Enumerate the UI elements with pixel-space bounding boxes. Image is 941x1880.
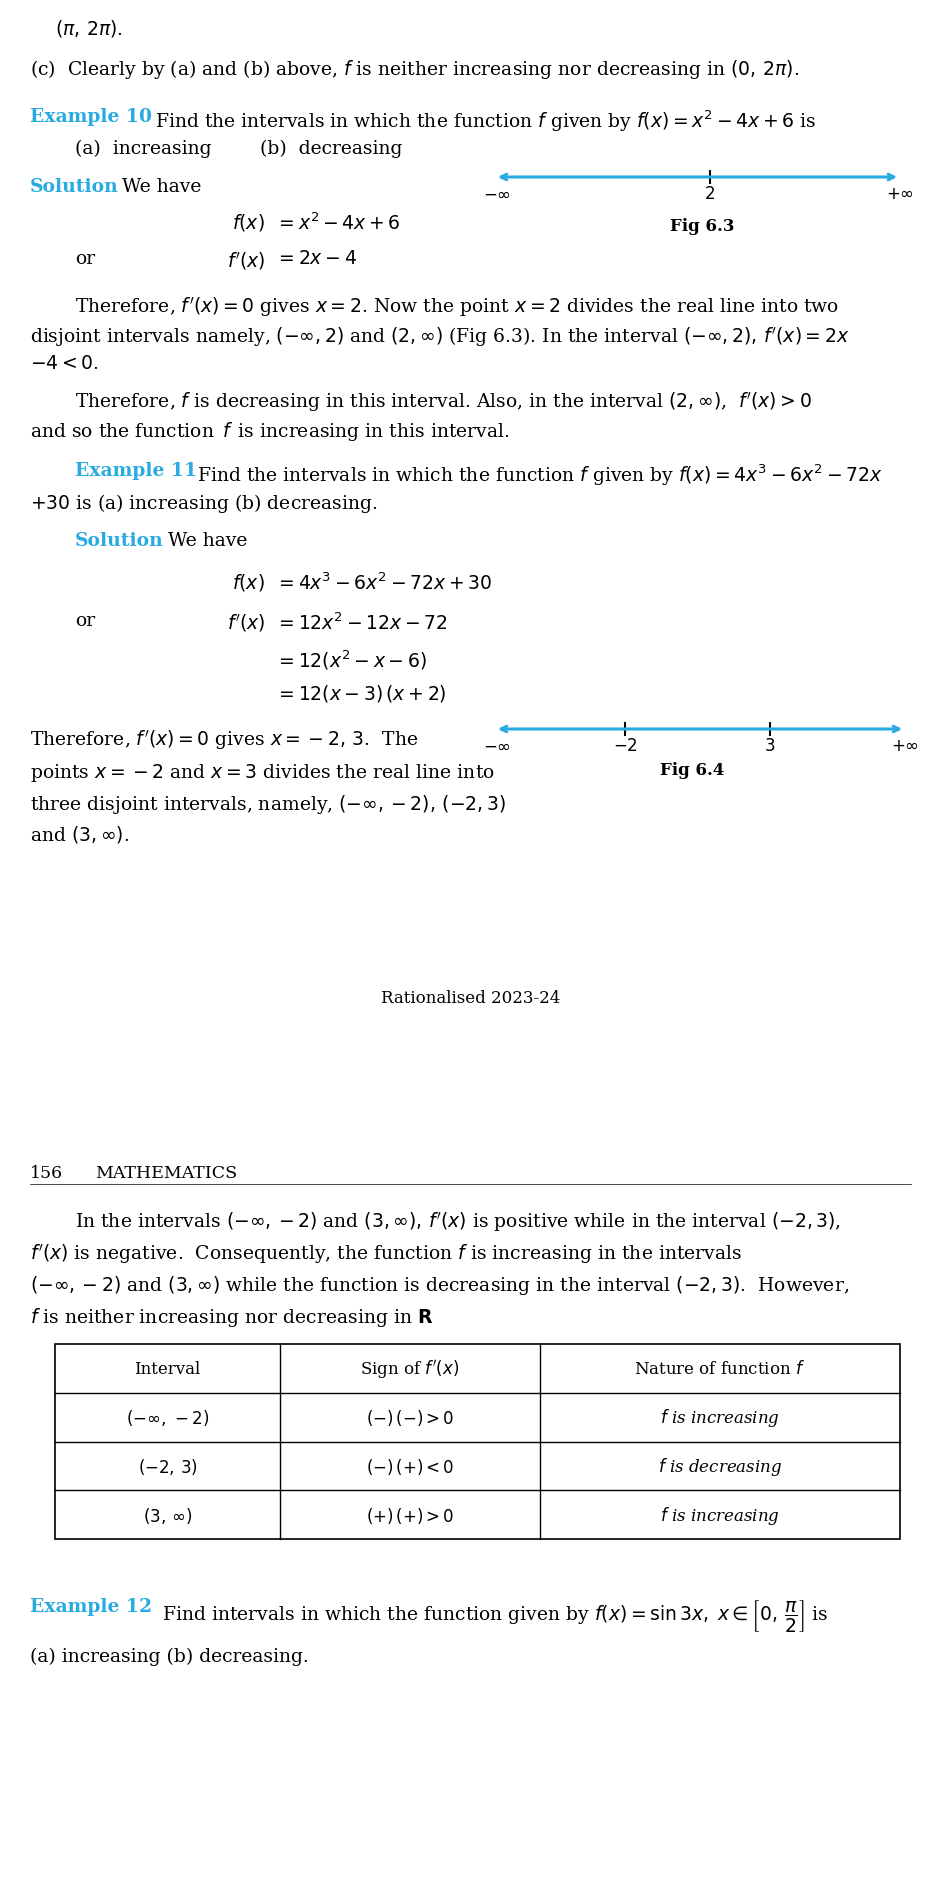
Text: Sign of $f'(x)$: Sign of $f'(x)$ — [360, 1357, 459, 1380]
Text: $-\infty$: $-\infty$ — [483, 737, 511, 754]
Text: (a)  increasing: (a) increasing — [75, 139, 212, 158]
Text: We have: We have — [168, 532, 247, 549]
Text: (a) increasing (b) decreasing.: (a) increasing (b) decreasing. — [30, 1647, 309, 1666]
Text: $(\pi,\, 2\pi)$.: $(\pi,\, 2\pi)$. — [55, 19, 123, 39]
Text: $f'(x)$: $f'(x)$ — [227, 250, 265, 273]
Text: $-\infty$: $-\infty$ — [483, 186, 511, 203]
Text: points $x = -2$ and $x = 3$ divides the real line into: points $x = -2$ and $x = 3$ divides the … — [30, 761, 495, 784]
Text: We have: We have — [122, 179, 201, 196]
Text: $3$: $3$ — [764, 737, 775, 754]
Text: In the intervals $(-\infty, -2)$ and $(3, \infty),\, f'(x)$ is positive while in: In the intervals $(-\infty, -2)$ and $(3… — [75, 1209, 841, 1233]
Text: (c)  Clearly by (a) and (b) above, $f$ is neither increasing nor decreasing in $: (c) Clearly by (a) and (b) above, $f$ is… — [30, 58, 799, 81]
Text: $f'(x)$ is negative.  Consequently, the function $f$ is increasing in the interv: $f'(x)$ is negative. Consequently, the f… — [30, 1241, 742, 1265]
Text: Nature of function $f$: Nature of function $f$ — [634, 1359, 805, 1378]
Text: or: or — [75, 250, 95, 267]
Text: $f$ is decreasing: $f$ is decreasing — [658, 1455, 782, 1478]
Text: Therefore, $f'(x) = 0$ gives $x = 2$. Now the point $x = 2$ divides the real lin: Therefore, $f'(x) = 0$ gives $x = 2$. No… — [75, 295, 839, 320]
Text: $f$ is increasing: $f$ is increasing — [660, 1504, 780, 1527]
Text: three disjoint intervals, namely, $(-\infty, -2),\,(-2, 3)$: three disjoint intervals, namely, $(-\in… — [30, 793, 506, 816]
Text: $= 12(x - 3)\,(x + 2)$: $= 12(x - 3)\,(x + 2)$ — [275, 682, 447, 703]
Text: $- 4 < 0$.: $- 4 < 0$. — [30, 355, 99, 372]
Text: $f(x)$: $f(x)$ — [232, 212, 265, 233]
Text: Solution: Solution — [30, 179, 119, 196]
Text: Therefore, $f'(x) = 0$ gives $x = -2,\, 3$.  The: Therefore, $f'(x) = 0$ gives $x = -2,\, … — [30, 728, 418, 752]
Text: Example 10: Example 10 — [30, 107, 152, 126]
Text: $= 2x - 4$: $= 2x - 4$ — [275, 250, 357, 267]
Text: $f$ is increasing: $f$ is increasing — [660, 1406, 780, 1429]
Bar — [55, 1344, 900, 1540]
Text: $(-2,\,3)$: $(-2,\,3)$ — [137, 1457, 198, 1476]
Text: $= 12x^2 - 12x - 72$: $= 12x^2 - 12x - 72$ — [275, 611, 448, 634]
Text: $2$: $2$ — [705, 186, 715, 203]
Text: Solution: Solution — [75, 532, 164, 549]
Text: $(+)\,(+) > 0$: $(+)\,(+) > 0$ — [366, 1504, 455, 1525]
Text: disjoint intervals namely, $(-\infty, 2)$ and $(2, \infty)$ (Fig 6.3). In the in: disjoint intervals namely, $(-\infty, 2)… — [30, 325, 850, 350]
Text: $-2$: $-2$ — [613, 737, 637, 754]
Text: $(-)\,(+) < 0$: $(-)\,(+) < 0$ — [366, 1457, 455, 1476]
Text: $f(x)$: $f(x)$ — [232, 572, 265, 592]
Text: Rationalised 2023-24: Rationalised 2023-24 — [381, 989, 560, 1006]
Text: $(-\infty, -2)$ and $(3, \infty)$ while the function is decreasing in the interv: $(-\infty, -2)$ and $(3, \infty)$ while … — [30, 1273, 849, 1297]
Text: Example 12: Example 12 — [30, 1598, 152, 1615]
Text: Find intervals in which the function given by $f(x) = \sin 3x,\;x \in \left[0,\,: Find intervals in which the function giv… — [162, 1598, 828, 1634]
Text: $= 12(x^2 - x - 6)$: $= 12(x^2 - x - 6)$ — [275, 647, 427, 671]
Text: Fig 6.3: Fig 6.3 — [670, 218, 735, 235]
Text: 156: 156 — [30, 1164, 63, 1181]
Text: Interval: Interval — [135, 1359, 200, 1378]
Text: and $(3, \infty)$.: and $(3, \infty)$. — [30, 823, 129, 844]
Text: $(3,\,\infty)$: $(3,\,\infty)$ — [143, 1504, 192, 1525]
Text: Find the intervals in which the function $f$ given by $f(x) = 4x^3 - 6x^2 - 72x$: Find the intervals in which the function… — [197, 462, 883, 487]
Text: Fig 6.4: Fig 6.4 — [660, 761, 725, 778]
Text: $f$ is neither increasing nor decreasing in $\mathbf{R}$: $f$ is neither increasing nor decreasing… — [30, 1305, 434, 1329]
Text: $f'(x)$: $f'(x)$ — [227, 611, 265, 634]
Text: Find the intervals in which the function $f$ given by $f(x) = x^2 - 4x + 6$ is: Find the intervals in which the function… — [155, 107, 816, 133]
Text: $(-)\,(-) > 0$: $(-)\,(-) > 0$ — [366, 1408, 455, 1427]
Text: $+\infty$: $+\infty$ — [886, 186, 914, 203]
Text: $= 4x^3 - 6x^2 - 72x + 30$: $= 4x^3 - 6x^2 - 72x + 30$ — [275, 572, 492, 594]
Text: $(-\infty,\,-2)$: $(-\infty,\,-2)$ — [126, 1408, 209, 1427]
Text: or: or — [75, 611, 95, 630]
Text: MATHEMATICS: MATHEMATICS — [95, 1164, 237, 1181]
Text: $= x^2 - 4x + 6$: $= x^2 - 4x + 6$ — [275, 212, 401, 233]
Text: $+ 30$ is (a) increasing (b) decreasing.: $+ 30$ is (a) increasing (b) decreasing. — [30, 493, 377, 515]
Text: (b)  decreasing: (b) decreasing — [260, 139, 403, 158]
Text: Therefore, $f$ is decreasing in this interval. Also, in the interval $(2, \infty: Therefore, $f$ is decreasing in this int… — [75, 389, 812, 414]
Text: Example 11: Example 11 — [75, 462, 197, 479]
Text: $+\infty$: $+\infty$ — [891, 737, 919, 754]
Text: and so the function $\,f\,$ is increasing in this interval.: and so the function $\,f\,$ is increasin… — [30, 419, 510, 444]
